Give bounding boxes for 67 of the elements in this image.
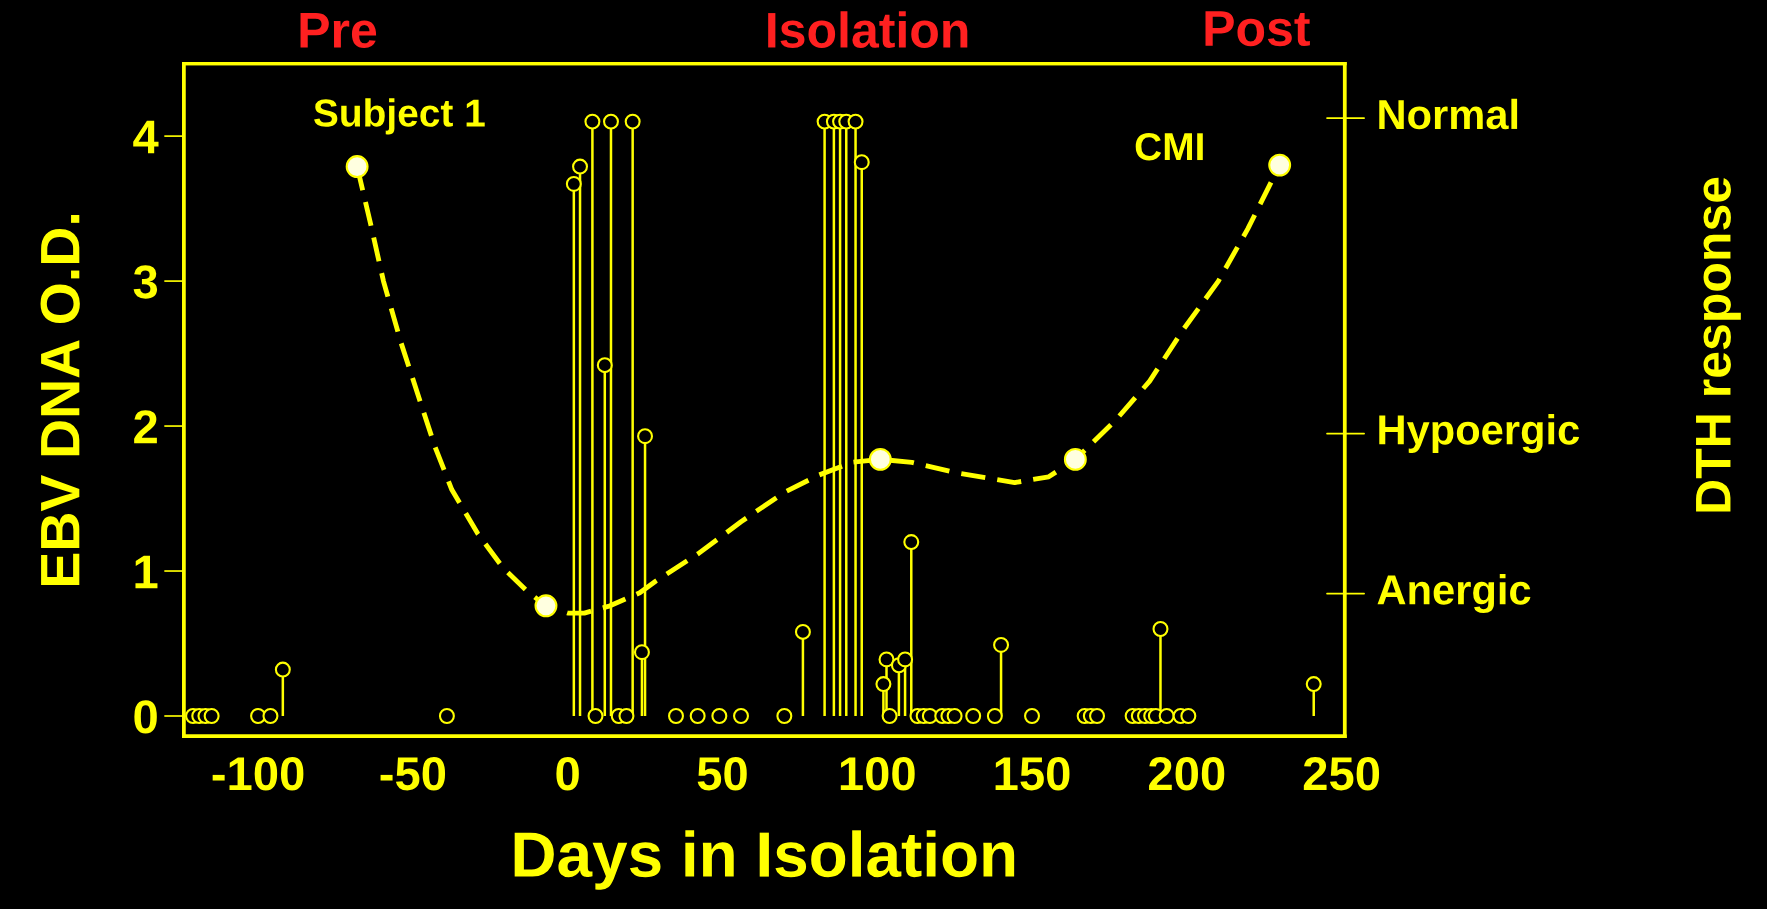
point <box>438 708 455 724</box>
point <box>596 357 613 374</box>
point <box>1089 708 1106 724</box>
point <box>1305 676 1322 693</box>
point <box>868 447 892 471</box>
x-tick-label: -100 <box>212 756 304 791</box>
text: Pre <box>300 13 377 48</box>
point <box>274 661 291 678</box>
point <box>637 428 654 445</box>
point <box>668 708 684 724</box>
point <box>711 708 728 724</box>
text: Normal <box>1379 98 1518 130</box>
y-tick-label: 4 <box>133 120 159 154</box>
point <box>847 113 864 130</box>
y-axis-title: EBV DNA O.D. <box>40 214 80 586</box>
point <box>345 155 369 179</box>
point <box>1152 621 1169 637</box>
point <box>965 708 982 724</box>
point <box>584 113 601 130</box>
x-tick-label: -50 <box>380 756 446 791</box>
point <box>853 154 870 171</box>
text: Hypoergic <box>1379 414 1580 454</box>
text: DTH response <box>1696 177 1741 512</box>
point <box>1180 708 1197 724</box>
point <box>986 708 1003 724</box>
point <box>897 651 914 668</box>
point <box>993 636 1010 653</box>
y-tick-label: 1 <box>135 555 158 589</box>
point <box>794 623 811 640</box>
point <box>1024 708 1040 724</box>
x-tick-label: 250 <box>1303 756 1380 791</box>
point <box>903 534 920 551</box>
point <box>733 708 749 724</box>
x-tick-label: 200 <box>1149 756 1225 791</box>
x-tick-label: 50 <box>697 756 747 791</box>
point <box>203 708 220 724</box>
x-tick-label: 150 <box>995 756 1070 791</box>
point <box>624 113 641 130</box>
point <box>881 708 898 724</box>
point <box>689 708 706 724</box>
point <box>1158 708 1175 724</box>
point <box>1063 447 1087 471</box>
point <box>587 708 604 724</box>
point <box>618 708 635 724</box>
point <box>875 676 892 693</box>
text: Isolation <box>768 11 968 48</box>
point <box>534 594 558 618</box>
point <box>565 175 582 192</box>
y-tick-label: 2 <box>134 410 157 444</box>
point <box>1268 153 1292 177</box>
y-tick-label: 0 <box>134 700 157 734</box>
point <box>878 651 895 668</box>
text: Anergic <box>1377 574 1531 614</box>
point <box>250 708 267 724</box>
point <box>776 708 793 724</box>
point <box>262 708 279 724</box>
point <box>572 158 589 175</box>
annotation: Subject 1 <box>314 98 485 135</box>
annotation: CMI <box>1135 132 1203 161</box>
y-tick-label: 3 <box>133 265 158 299</box>
point <box>946 708 963 724</box>
text: Post <box>1205 11 1310 47</box>
point <box>603 113 619 130</box>
x-tick-label: 0 <box>556 756 579 791</box>
x-tick-label: 100 <box>840 756 915 791</box>
x-axis-title: Days in Isolation <box>514 830 1015 890</box>
point <box>633 644 650 661</box>
